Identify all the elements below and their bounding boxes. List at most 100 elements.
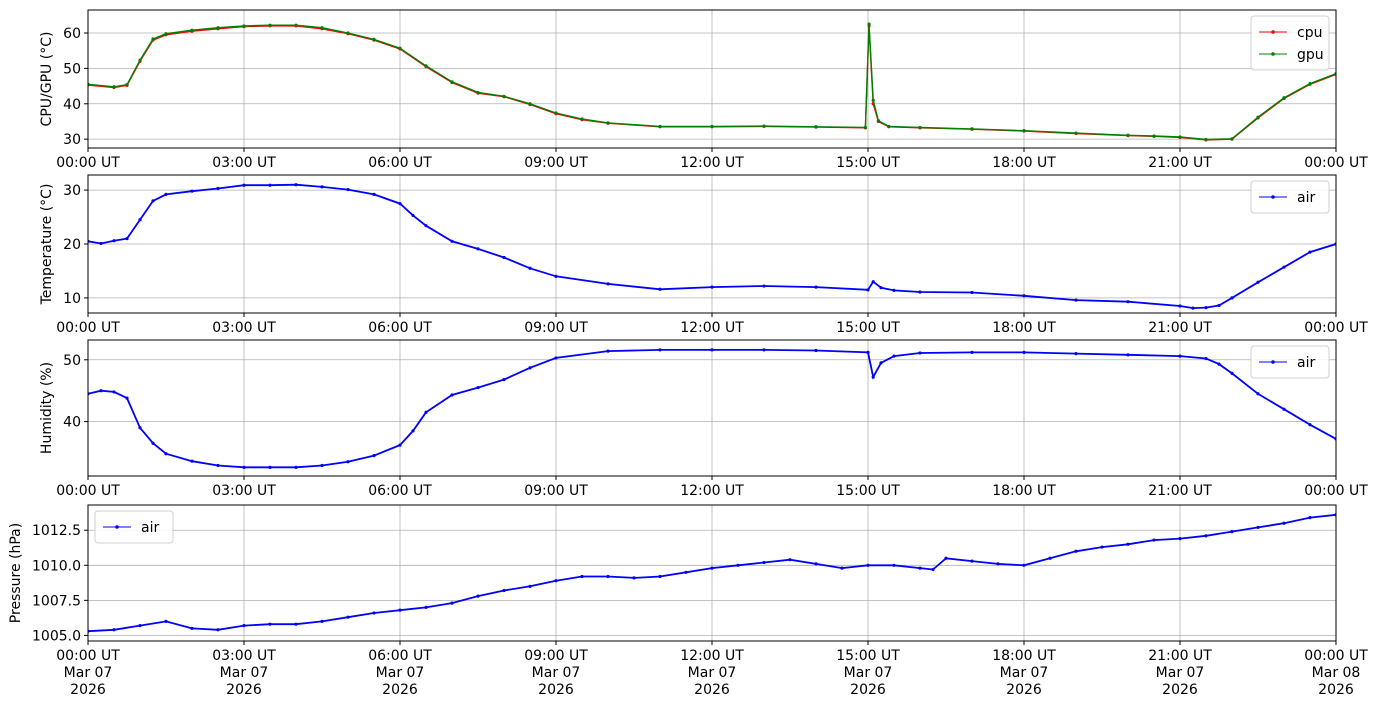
data-point-air — [1178, 354, 1182, 358]
legend-label-air: air — [141, 520, 159, 536]
x-tick-label-line: 03:00 UT — [212, 648, 276, 664]
data-point-gpu — [762, 124, 766, 128]
data-point-air — [871, 280, 875, 284]
data-point-air — [814, 562, 818, 566]
data-point-gpu — [112, 85, 116, 89]
legend: air — [94, 510, 174, 544]
data-point-air — [346, 187, 350, 192]
data-point-air — [892, 354, 896, 358]
x-tick-label: 21:00 UT — [1148, 483, 1212, 499]
x-tick-label-line: 2026 — [850, 682, 886, 698]
x-tick-label-line: Mar 07 — [220, 665, 269, 681]
data-point-gpu — [164, 32, 168, 36]
data-point-gpu — [918, 125, 922, 130]
data-point-air — [1152, 538, 1156, 542]
x-tick-label-line: 2026 — [226, 682, 262, 698]
legend: air — [1250, 345, 1330, 379]
data-point-air — [346, 460, 350, 464]
data-point-air — [814, 348, 818, 353]
y-tick-label: 20 — [63, 237, 81, 253]
x-tick-label-line: 12:00 UT — [680, 320, 744, 336]
data-point-gpu — [320, 26, 324, 30]
subplot-3: 40 50 00:00 UT 03:00 UT 06:00 UT 09:00 UT 12:0… — [39, 339, 1368, 499]
series-group — [88, 183, 1336, 310]
x-tick-label: 09:00 UT Mar 07 2026 — [524, 648, 588, 698]
data-point-gpu — [1022, 129, 1026, 133]
data-point-gpu — [871, 98, 875, 102]
y-tick-label: 50 — [63, 61, 81, 77]
data-point-air — [164, 192, 168, 197]
data-point-air — [528, 366, 532, 370]
data-point-air — [372, 611, 376, 615]
legend: air — [1250, 180, 1330, 214]
data-point-air — [918, 566, 922, 570]
x-tick-label-line: 15:00 UT — [836, 155, 900, 171]
data-point-air — [112, 390, 116, 394]
x-tick-label: 18:00 UT — [992, 155, 1056, 171]
x-tick-label: 09:00 UT — [524, 155, 588, 171]
x-tick-label-line: 2026 — [694, 682, 730, 698]
x-tick-label-line: 15:00 UT — [836, 320, 900, 336]
x-tick-label-line: 21:00 UT — [1148, 648, 1212, 664]
data-point-air — [424, 224, 428, 228]
x-tick-label-line: 03:00 UT — [212, 155, 276, 171]
data-point-gpu — [1152, 134, 1156, 138]
y-axis-label: Temperature (°C) — [39, 184, 55, 306]
data-point-air — [320, 619, 324, 623]
y-tick-label: 60 — [63, 26, 81, 42]
series-group — [88, 513, 1336, 633]
data-point-air — [814, 285, 818, 289]
legend-label-cpu: cpu — [1297, 25, 1322, 41]
data-point-gpu — [1230, 137, 1234, 141]
data-point-gpu — [528, 102, 532, 106]
data-point-air — [268, 183, 272, 187]
data-point-air — [411, 213, 415, 218]
data-point-air — [970, 350, 974, 354]
data-point-gpu — [876, 119, 881, 123]
data-point-air — [164, 619, 168, 623]
data-point-gpu — [580, 117, 584, 121]
data-point-air — [528, 266, 532, 270]
data-point-air — [398, 608, 402, 612]
data-point-air — [450, 239, 454, 243]
x-tick-label: 18:00 UT — [992, 483, 1056, 499]
x-tick-label: 00:00 UT — [1304, 483, 1368, 499]
data-point-gpu — [814, 125, 818, 129]
data-point-air — [294, 183, 298, 187]
y-tick-label: 10 — [63, 291, 81, 307]
x-tick-label-line: Mar 07 — [688, 665, 737, 681]
data-point-gpu — [606, 121, 610, 125]
data-point-air — [866, 563, 870, 567]
x-tick-label-line: 18:00 UT — [992, 320, 1056, 336]
data-point-air — [762, 348, 766, 352]
data-point-air — [606, 349, 610, 353]
x-tick-label-line: 21:00 UT — [1148, 320, 1212, 336]
x-tick-label-line: 2026 — [382, 682, 418, 698]
data-point-air — [866, 288, 870, 292]
data-point-air — [1204, 534, 1208, 538]
data-point-air — [216, 628, 220, 632]
x-tick-label: 18:00 UT Mar 07 2026 — [992, 648, 1056, 698]
data-point-gpu — [372, 37, 376, 41]
y-tick-label: 40 — [63, 415, 81, 431]
y-tick-label: 1012.5 — [32, 523, 81, 539]
data-point-gpu — [867, 22, 871, 26]
x-tick-label-line: 00:00 UT — [1304, 155, 1368, 171]
data-point-gpu — [268, 23, 272, 27]
data-point-air — [99, 389, 103, 393]
x-tick-label-line: 09:00 UT — [524, 320, 588, 336]
y-tick-label: 1010.0 — [32, 558, 81, 574]
data-point-air — [125, 237, 129, 241]
x-tick-label-line: 09:00 UT — [524, 648, 588, 664]
data-point-air — [554, 356, 558, 360]
data-point-air — [216, 463, 220, 468]
data-point-air — [190, 626, 194, 630]
data-point-air — [424, 605, 428, 609]
data-point-air — [502, 377, 506, 382]
x-tick-label-line: 12:00 UT — [680, 648, 744, 664]
data-point-air — [918, 351, 922, 355]
data-point-air — [476, 247, 480, 251]
data-point-gpu — [863, 125, 868, 130]
data-point-air — [554, 579, 558, 583]
x-tick-label: 12:00 UT — [680, 483, 744, 499]
